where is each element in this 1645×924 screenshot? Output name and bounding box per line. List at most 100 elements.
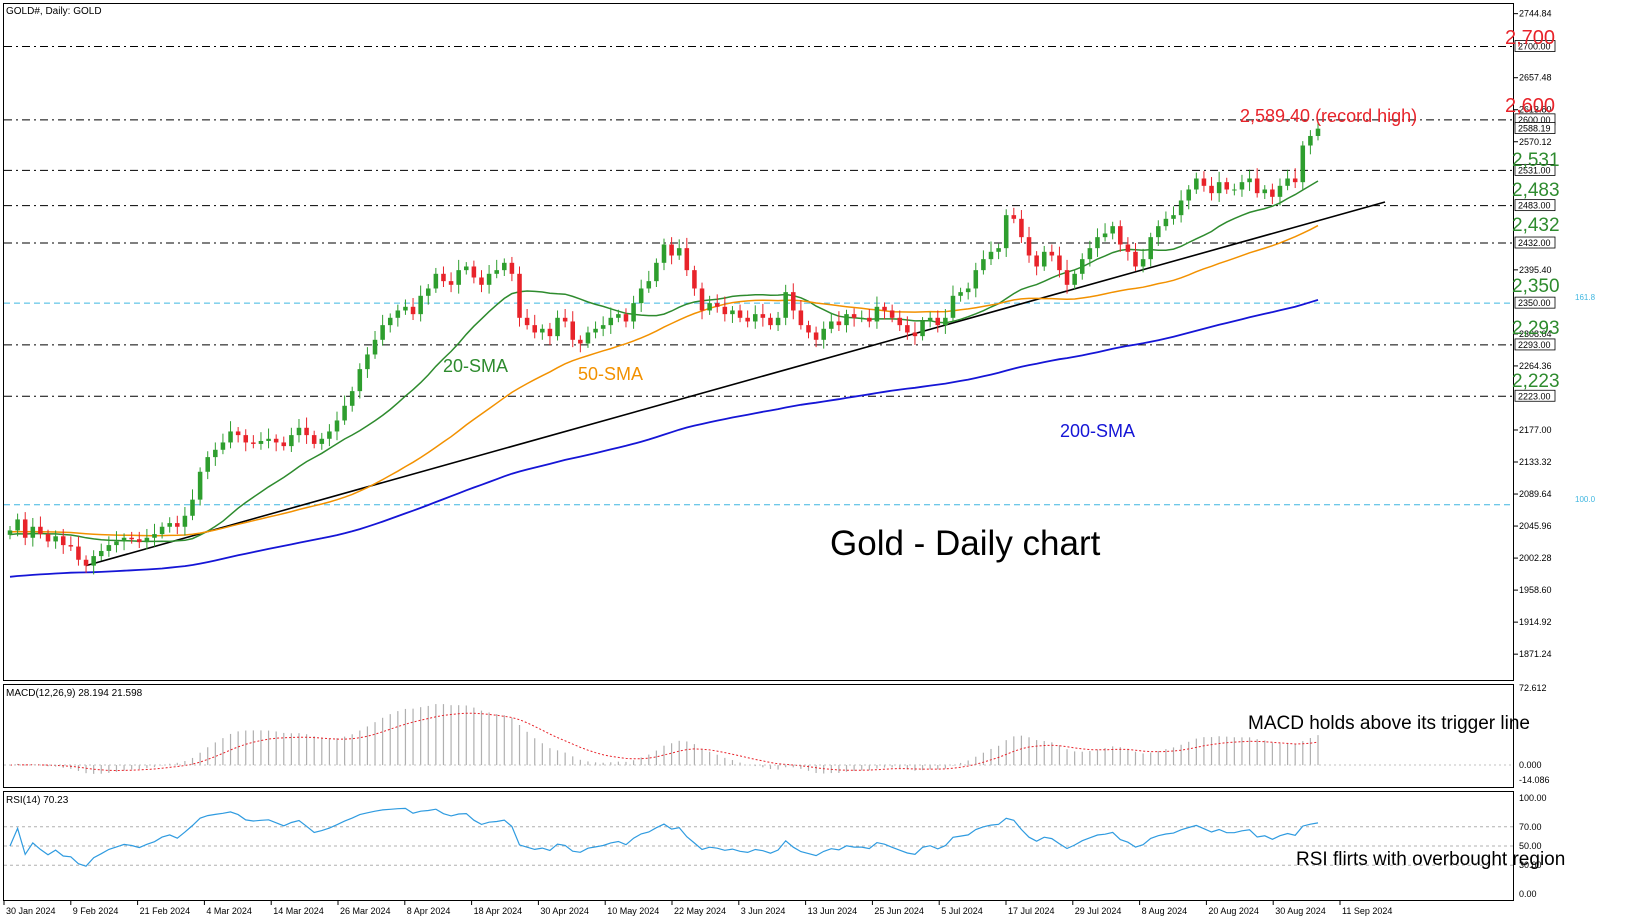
candle-body xyxy=(121,537,127,542)
candle-body xyxy=(1163,218,1169,227)
candle xyxy=(319,432,325,450)
candle-body xyxy=(304,427,309,436)
candle-body xyxy=(448,281,454,285)
candle xyxy=(365,347,370,378)
candle-body xyxy=(585,332,591,344)
candle xyxy=(623,308,629,328)
candle-body xyxy=(1216,182,1222,194)
candle-body xyxy=(1125,244,1131,252)
level-2600-label: 2,600 xyxy=(1505,95,1555,117)
y-price-box-label: 2531.00 xyxy=(1518,165,1551,175)
x-tick-label: 17 Jul 2024 xyxy=(1008,906,1055,916)
candle-body xyxy=(1209,185,1214,194)
y-tick-label: 2264.36 xyxy=(1519,361,1552,371)
candle xyxy=(106,536,112,557)
candle xyxy=(981,250,986,275)
x-tick-label: 21 Feb 2024 xyxy=(140,906,191,916)
candle-body xyxy=(745,317,750,322)
y-tick-label: 1958.60 xyxy=(1519,585,1552,595)
candle xyxy=(1224,177,1230,194)
candle xyxy=(1095,228,1100,257)
y-price-box-label: 2223.00 xyxy=(1518,391,1551,401)
candle-body xyxy=(1194,178,1199,190)
candle xyxy=(251,435,256,449)
x-tick-label: 18 Apr 2024 xyxy=(474,906,523,916)
candle xyxy=(205,451,210,480)
y-tick-label: 1871.24 xyxy=(1519,649,1552,659)
candle-body xyxy=(661,244,667,263)
rsi-y-tick-label: 0.00 xyxy=(1519,889,1537,899)
candle xyxy=(638,279,644,312)
candle-body xyxy=(106,545,112,551)
candle xyxy=(517,266,522,327)
candle xyxy=(844,309,849,333)
candle-body xyxy=(1057,255,1062,271)
candle-body xyxy=(684,248,690,271)
candle xyxy=(1034,251,1039,276)
candle-body xyxy=(555,317,560,337)
candle-body xyxy=(1041,251,1047,267)
candle xyxy=(1011,207,1017,224)
candle-body xyxy=(608,317,614,326)
y-price-box xyxy=(1514,296,1556,309)
candle-body xyxy=(152,534,157,538)
sma20-line xyxy=(9,180,1319,543)
candle xyxy=(1277,178,1283,206)
candle xyxy=(311,430,317,449)
candle xyxy=(600,316,606,337)
candle-body xyxy=(114,541,119,546)
candle-body xyxy=(730,310,735,315)
candle xyxy=(53,530,58,549)
macd-note: MACD holds above its trigger line xyxy=(1248,713,1530,734)
x-tick-label: 30 Apr 2024 xyxy=(540,906,589,916)
candle-body xyxy=(912,332,918,337)
candle-body xyxy=(22,519,28,538)
candle xyxy=(296,418,302,443)
candle xyxy=(182,506,188,536)
candle-body xyxy=(1003,215,1009,249)
candle xyxy=(988,241,994,266)
candle-body xyxy=(1308,135,1313,146)
candle-body xyxy=(1087,248,1093,260)
candle-body xyxy=(311,435,317,444)
candle-body xyxy=(669,244,674,256)
candle xyxy=(395,304,401,327)
candle-body xyxy=(380,325,385,340)
candle xyxy=(167,517,172,533)
candle-body xyxy=(38,526,43,535)
candle xyxy=(1125,237,1131,261)
main-panel-frame xyxy=(3,3,1514,681)
macd-y-tick-label: 0.000 xyxy=(1519,760,1542,770)
candle-body xyxy=(1178,200,1184,216)
candle xyxy=(935,310,941,333)
candle xyxy=(258,432,264,450)
candle-body xyxy=(235,431,241,436)
candle-body xyxy=(83,559,89,566)
candle xyxy=(334,411,340,441)
candle-body xyxy=(220,442,226,450)
candle-body xyxy=(547,328,553,337)
candle xyxy=(273,434,279,452)
candle-body xyxy=(524,317,530,326)
candle-body xyxy=(1254,178,1260,194)
candle xyxy=(1049,244,1055,262)
fib-label-100.0: 100.0 xyxy=(1575,495,1596,504)
y-price-box xyxy=(1514,122,1556,134)
candle xyxy=(851,308,857,327)
candle xyxy=(464,262,469,275)
candle xyxy=(502,258,507,277)
y-tick-label: 2045.96 xyxy=(1519,521,1552,531)
candle-body xyxy=(1064,270,1070,285)
candle xyxy=(304,417,309,444)
level-2223-label: 2,223 xyxy=(1512,371,1560,392)
candle-body xyxy=(1034,255,1039,267)
candle xyxy=(768,313,773,330)
candle xyxy=(456,259,461,294)
candle xyxy=(266,428,271,449)
candle-body xyxy=(296,427,302,436)
candle-body xyxy=(1285,178,1290,186)
candle xyxy=(30,517,36,547)
level-2432-label: 2,432 xyxy=(1512,215,1560,236)
candle xyxy=(1019,210,1024,244)
candle-body xyxy=(197,471,203,500)
